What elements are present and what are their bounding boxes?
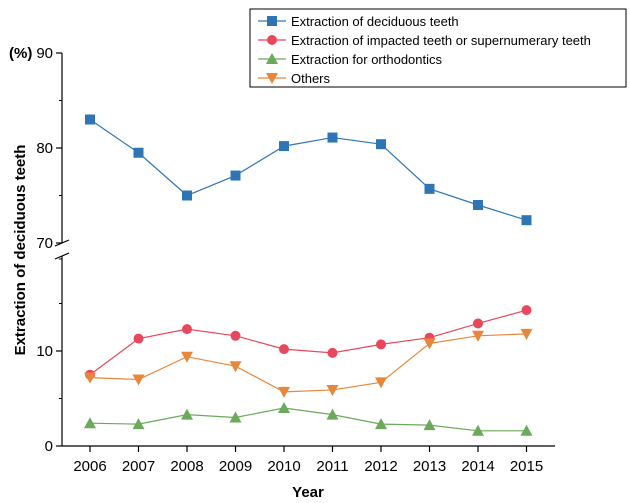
x-ticks: 2006 2007 2008 2009 2010 2011 2012 2013 2014 2015: [73, 446, 543, 475]
data-point-marker: [423, 419, 436, 431]
data-point-marker: [473, 318, 483, 329]
y-tick-label: 0: [45, 438, 53, 455]
data-point-marker: [326, 408, 339, 420]
y-unit-label: (%): [9, 45, 32, 62]
x-tick-label: 2006: [73, 458, 106, 475]
data-point-marker: [229, 361, 242, 373]
y-ticks-upper: 70 80 90: [36, 45, 62, 252]
x-tick-label: 2011: [316, 458, 348, 475]
data-point-marker: [376, 139, 386, 150]
data-point-marker: [473, 200, 483, 210]
series-group: [84, 328, 533, 398]
data-point-marker: [132, 374, 145, 386]
x-tick-label: 2009: [219, 458, 252, 475]
x-tick-label: 2015: [510, 458, 543, 475]
data-point-marker: [423, 338, 436, 350]
data-point-marker: [472, 424, 484, 436]
series-line: [89, 333, 527, 393]
data-point-marker: [375, 377, 387, 389]
data-point-marker: [181, 351, 193, 363]
x-tick-label: 2008: [170, 458, 203, 475]
x-tick-label: 2013: [413, 458, 446, 475]
series-line: [89, 119, 527, 221]
data-point-marker: [181, 408, 193, 420]
x-axis-title: Year: [292, 484, 324, 501]
legend-marker: [267, 16, 277, 26]
data-point-marker: [182, 324, 192, 335]
data-point-marker: [424, 183, 435, 194]
data-point-marker: [133, 333, 144, 344]
data-point-marker: [230, 330, 241, 341]
x-tick-label: 2007: [122, 458, 155, 475]
data-point-marker: [85, 114, 95, 125]
data-point-marker: [520, 328, 533, 340]
data-point-marker: [521, 215, 532, 226]
series-line: [89, 309, 527, 376]
axis-break-mark-lower: [54, 252, 70, 260]
data-point-marker: [133, 147, 144, 158]
series-group: [84, 402, 533, 436]
data-point-marker: [521, 305, 532, 316]
data-point-marker: [279, 141, 289, 152]
x-tick-label: 2012: [364, 458, 397, 475]
y-tick-label: 70: [36, 235, 53, 252]
legend-label: Others: [291, 71, 331, 86]
data-point-marker: [327, 347, 338, 358]
data-point-marker: [182, 190, 192, 201]
legend-frame: [249, 8, 627, 88]
legend-marker: [267, 35, 277, 45]
series-group: [85, 305, 532, 380]
data-point-marker: [520, 424, 533, 436]
data-point-marker: [84, 372, 96, 384]
data-point-marker: [278, 402, 290, 413]
legend: Extraction of deciduous teeth Extraction …: [249, 8, 627, 88]
series-layer: [84, 114, 533, 436]
data-point-marker: [327, 132, 338, 143]
series-line: [89, 407, 527, 432]
legend-marker: [266, 73, 278, 84]
x-tick-label: 2014: [461, 458, 494, 475]
legend-label: Extraction of impacted teeth or supernum…: [291, 33, 591, 48]
x-tick-label: 2010: [267, 458, 300, 475]
data-point-marker: [279, 344, 289, 355]
y-tick-label: 90: [36, 45, 53, 62]
data-point-marker: [230, 170, 241, 181]
data-point-marker: [326, 384, 339, 396]
y-ticks-lower: 0 10: [36, 258, 62, 455]
legend-label: Extraction for orthodontics: [291, 52, 443, 67]
data-point-marker: [472, 330, 484, 342]
data-point-marker: [229, 411, 242, 423]
legend-label: Extraction of deciduous teeth: [291, 14, 459, 29]
data-point-marker: [132, 418, 145, 430]
series-group: [85, 114, 532, 226]
y-tick-label: 80: [36, 140, 53, 157]
data-point-marker: [375, 418, 387, 430]
data-point-marker: [84, 417, 96, 429]
data-point-marker: [376, 339, 386, 350]
data-point-marker: [278, 386, 290, 398]
y-tick-label: 10: [36, 343, 53, 360]
legend-marker: [266, 53, 278, 64]
y-axis-title: Extraction of deciduous teeth: [12, 145, 29, 356]
